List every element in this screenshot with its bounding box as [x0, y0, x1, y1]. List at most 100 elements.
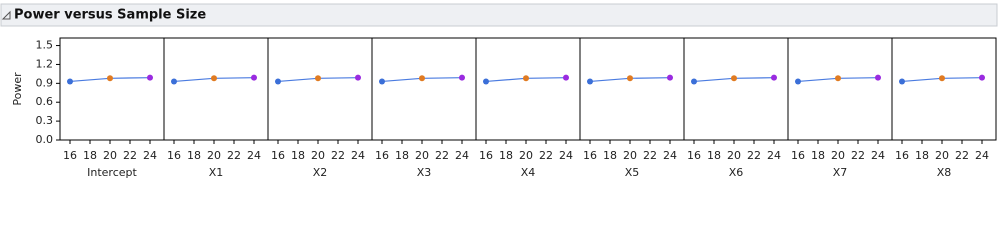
y-tick-label: 0.3 — [36, 114, 54, 127]
x-tick-label: 18 — [811, 149, 825, 162]
power-point — [251, 74, 257, 81]
x-tick-label: 22 — [227, 149, 241, 162]
x-tick-label: 24 — [663, 149, 677, 162]
x-tick-label: 22 — [747, 149, 761, 162]
power-point — [171, 78, 177, 85]
y-tick-label: 0.6 — [36, 95, 54, 108]
power-point — [523, 75, 529, 82]
plot-frame — [163, 37, 269, 141]
x-tick-label: 16 — [63, 149, 77, 162]
x-tick-label: 24 — [247, 149, 261, 162]
power-point — [147, 74, 153, 81]
report-title: Power versus Sample Size — [14, 8, 206, 23]
power-point — [419, 75, 425, 82]
x-tick-label: 20 — [103, 149, 117, 162]
plot-frame — [59, 37, 165, 141]
x-tick-label: 22 — [331, 149, 345, 162]
disclosure-icon[interactable] — [1, 10, 11, 20]
x-tick-label: 18 — [915, 149, 929, 162]
power-point — [107, 75, 113, 82]
power-point — [899, 78, 905, 85]
power-point — [939, 75, 945, 82]
x-axis-label: X7 — [833, 166, 848, 179]
x-tick-label: 18 — [83, 149, 97, 162]
x-tick-label: 18 — [707, 149, 721, 162]
power-point — [979, 74, 985, 81]
power-point — [211, 75, 217, 82]
power-point — [875, 74, 881, 81]
x-tick-label: 18 — [603, 149, 617, 162]
power-point — [667, 74, 673, 81]
plot-frame — [579, 37, 685, 141]
x-tick-label: 16 — [167, 149, 181, 162]
plot-frame — [475, 37, 581, 141]
y-tick-label: 1.5 — [36, 39, 54, 52]
power-point — [379, 78, 385, 85]
x-tick-label: 18 — [291, 149, 305, 162]
x-tick-label: 16 — [479, 149, 493, 162]
x-tick-label: 20 — [831, 149, 845, 162]
x-tick-label: 24 — [559, 149, 573, 162]
x-tick-label: 22 — [123, 149, 137, 162]
x-axis-label: X5 — [625, 166, 640, 179]
x-axis-label: X1 — [209, 166, 224, 179]
x-tick-label: 18 — [187, 149, 201, 162]
x-tick-label: 16 — [687, 149, 701, 162]
power-point — [483, 78, 489, 85]
x-tick-label: 22 — [955, 149, 969, 162]
power-point — [67, 78, 73, 85]
y-tick-label: 0.0 — [36, 133, 54, 146]
power-point — [355, 74, 361, 81]
x-axis-label: X8 — [937, 166, 952, 179]
x-tick-label: 22 — [435, 149, 449, 162]
x-tick-label: 24 — [351, 149, 365, 162]
x-tick-label: 24 — [455, 149, 469, 162]
x-tick-label: 16 — [583, 149, 597, 162]
x-tick-label: 20 — [415, 149, 429, 162]
power-point — [835, 75, 841, 82]
x-axis-label: X2 — [313, 166, 328, 179]
power-point — [315, 75, 321, 82]
y-axis-label: Power — [11, 72, 24, 106]
x-tick-label: 16 — [375, 149, 389, 162]
x-tick-label: 22 — [539, 149, 553, 162]
power-point — [731, 75, 737, 82]
power-point — [771, 74, 777, 81]
x-tick-label: 20 — [519, 149, 533, 162]
x-tick-label: 22 — [851, 149, 865, 162]
x-axis-label: X4 — [521, 166, 536, 179]
x-axis-label: Intercept — [87, 166, 137, 179]
x-tick-label: 20 — [311, 149, 325, 162]
x-tick-label: 16 — [271, 149, 285, 162]
plot-frame — [787, 37, 893, 141]
power-point — [691, 78, 697, 85]
x-tick-label: 18 — [395, 149, 409, 162]
x-tick-label: 24 — [143, 149, 157, 162]
x-tick-label: 16 — [895, 149, 909, 162]
x-tick-label: 24 — [767, 149, 781, 162]
x-tick-label: 16 — [791, 149, 805, 162]
power-point — [459, 74, 465, 81]
power-point — [587, 78, 593, 85]
x-tick-label: 20 — [727, 149, 741, 162]
header-bar — [0, 3, 998, 27]
plot-frame — [891, 37, 997, 141]
power-report: Power versus Sample Size 0.0 0.3 0.6 0.9 1.2… — [0, 3, 998, 179]
x-tick-label: 20 — [935, 149, 949, 162]
power-point — [795, 78, 801, 85]
plot-frame — [267, 37, 373, 141]
x-axis-label: X6 — [729, 166, 744, 179]
x-axis-label: X3 — [417, 166, 432, 179]
plot-frame — [371, 37, 477, 141]
y-tick-label: 0.9 — [36, 76, 54, 89]
x-tick-label: 20 — [623, 149, 637, 162]
x-tick-label: 24 — [871, 149, 885, 162]
power-point — [275, 78, 281, 85]
x-tick-label: 24 — [975, 149, 989, 162]
x-tick-label: 20 — [207, 149, 221, 162]
x-tick-label: 22 — [643, 149, 657, 162]
plot-frame — [683, 37, 789, 141]
power-point — [563, 74, 569, 81]
power-point — [627, 75, 633, 82]
x-tick-label: 18 — [499, 149, 513, 162]
